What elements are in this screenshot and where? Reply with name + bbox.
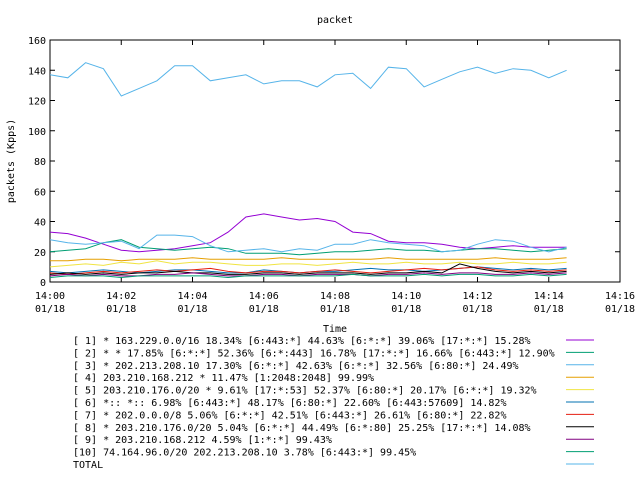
x-tick-label-date: 01/18 (605, 304, 635, 315)
y-tick-label: 0 (40, 278, 46, 289)
series-line-7 (49, 266, 567, 275)
legend-label: [ 5] 203.210.176.0/20 * 9.61% [17:*:53] … (73, 386, 537, 397)
y-tick-label: 140 (28, 66, 46, 77)
x-tick-label-time: 14:00 (35, 291, 65, 302)
x-tick-label-date: 01/18 (391, 304, 421, 315)
legend-label: [ 1] * 163.229.0.0/16 18.34% [6:443:*] 4… (73, 336, 531, 347)
x-tick-label-time: 14:06 (249, 291, 279, 302)
y-tick-label: 40 (34, 218, 46, 229)
x-tick-label-time: 14:12 (462, 291, 492, 302)
x-tick-label-date: 01/18 (534, 304, 564, 315)
chart-title: packet (317, 15, 353, 26)
y-tick-label: 20 (34, 248, 46, 259)
series-lines (49, 62, 567, 279)
series-line-10 (49, 273, 567, 279)
y-axis: 0 20 40 60 80 100 120 140 160 (28, 36, 620, 289)
x-tick-label-date: 01/18 (249, 304, 279, 315)
x-tick-label-date: 01/18 (177, 304, 207, 315)
legend-label: [10] 74.164.96.0/20 202.213.208.10 3.78%… (73, 448, 416, 459)
x-tick-label-date: 01/18 (462, 304, 492, 315)
legend-label: [ 8] * 203.210.176.0/20 5.04% [6:*:*] 44… (73, 423, 531, 434)
x-tick-label-date: 01/18 (320, 304, 350, 315)
y-tick-label: 100 (28, 127, 46, 138)
y-axis-label: packets (Kpps) (6, 119, 17, 203)
series-line-1 (49, 213, 567, 253)
legend-label: [ 6] *:: *:: 6.98% [6:443:*] 48.17% [6:8… (73, 398, 506, 409)
legend-label: [ 9] * 203.210.168.212 4.59% [1:*:*] 99.… (73, 435, 332, 446)
series-line-11 (49, 62, 567, 97)
x-tick-label-time: 14:14 (534, 291, 564, 302)
y-tick-label: 60 (34, 187, 46, 198)
series-line-2 (49, 239, 567, 256)
legend-label: [ 2] * * 17.85% [6:*:*] 52.36% [6:*:443]… (73, 348, 555, 359)
x-tick-label-time: 14:16 (605, 291, 635, 302)
x-tick-label-time: 14:10 (391, 291, 421, 302)
series-line-3 (49, 234, 567, 253)
x-tick-label-date: 01/18 (35, 304, 65, 315)
legend-label: [ 7] * 202.0.0.0/8 5.06% [6:*:*] 42.51% … (73, 410, 506, 421)
series-line-4 (50, 257, 567, 262)
x-tick-label-time: 14:02 (106, 291, 136, 302)
legend-label: TOTAL (73, 460, 103, 471)
legend: [ 1] * 163.229.0.0/16 18.34% [6:443:*] 4… (73, 336, 594, 471)
y-tick-label: 120 (28, 97, 46, 108)
legend-label: [ 3] * 202.213.208.10 17.30% [6:*:*] 42.… (73, 361, 519, 372)
y-tick-label: 80 (34, 157, 46, 168)
x-tick-label-time: 14:08 (320, 291, 350, 302)
x-axis-label: Time (323, 324, 347, 335)
x-tick-label-date: 01/18 (106, 304, 136, 315)
y-tick-label: 160 (28, 36, 46, 47)
x-tick-label-time: 14:04 (177, 291, 207, 302)
legend-label: [ 4] 203.210.168.212 * 11.47% [1:2048:20… (73, 373, 374, 384)
series-line-8 (49, 263, 567, 275)
series-line-5 (49, 260, 567, 268)
